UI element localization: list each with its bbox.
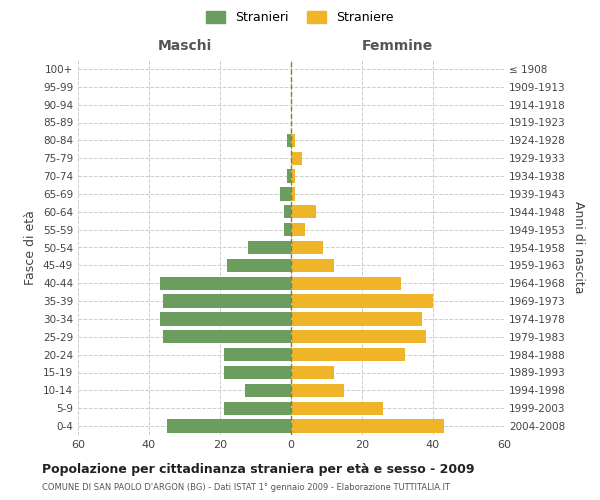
Bar [291,276,401,290]
Bar [291,258,334,272]
Bar [291,134,295,147]
Bar [224,366,291,379]
Bar [291,312,422,326]
Bar [224,402,291,415]
Bar [284,205,291,218]
Bar [224,348,291,362]
Legend: Stranieri, Straniere: Stranieri, Straniere [202,6,398,29]
Bar [248,241,291,254]
Bar [287,134,291,147]
Bar [291,402,383,415]
Bar [287,170,291,183]
Bar [291,205,316,218]
Bar [291,384,344,397]
Text: Popolazione per cittadinanza straniera per età e sesso - 2009: Popolazione per cittadinanza straniera p… [42,462,475,475]
Bar [291,348,404,362]
Bar [160,312,291,326]
Bar [284,223,291,236]
Bar [291,152,302,165]
Bar [291,366,334,379]
Bar [160,276,291,290]
Bar [227,258,291,272]
Bar [163,294,291,308]
Bar [291,294,433,308]
Bar [163,330,291,344]
Bar [280,187,291,200]
Y-axis label: Fasce di età: Fasce di età [25,210,37,285]
Bar [167,420,291,433]
Text: Maschi: Maschi [157,39,212,53]
Bar [291,241,323,254]
Text: COMUNE DI SAN PAOLO D'ARGON (BG) - Dati ISTAT 1° gennaio 2009 - Elaborazione TUT: COMUNE DI SAN PAOLO D'ARGON (BG) - Dati … [42,482,450,492]
Bar [291,170,295,183]
Text: Femmine: Femmine [362,39,433,53]
Bar [291,223,305,236]
Bar [291,187,295,200]
Bar [245,384,291,397]
Y-axis label: Anni di nascita: Anni di nascita [572,201,585,294]
Bar [291,330,426,344]
Bar [291,420,443,433]
